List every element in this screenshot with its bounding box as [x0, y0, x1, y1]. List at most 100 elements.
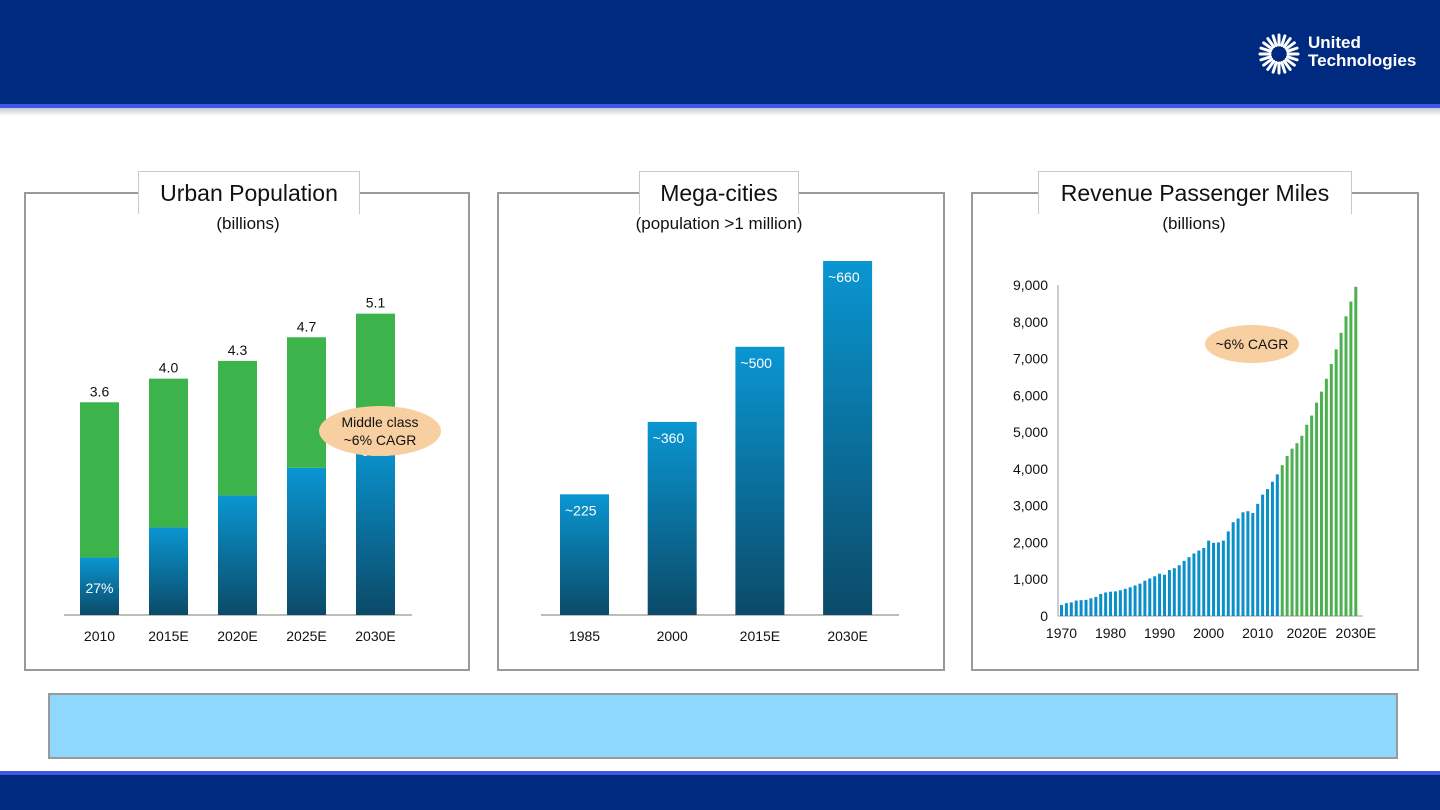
y-tick-label: 1,000 — [1013, 571, 1048, 587]
footer-accent-rule — [0, 771, 1440, 775]
bar-middle-class-segment — [80, 557, 119, 615]
logo-ray — [1286, 55, 1299, 62]
logo-ray — [1266, 37, 1276, 49]
x-tick-label: 2020E — [217, 628, 257, 644]
y-tick-label: 5,000 — [1013, 424, 1048, 440]
x-tick-label: 1980 — [1095, 625, 1126, 641]
bar — [1104, 592, 1108, 616]
logo-ray — [1284, 57, 1296, 67]
bar — [1167, 570, 1171, 616]
revenue-passenger-miles-chart: 0 1,000 2,000 3,000 4,000 5,000 6,000 7,000 8,00… — [1013, 277, 1376, 641]
bar — [1064, 603, 1068, 616]
x-tick-label: 2015E — [740, 628, 780, 644]
logo-ray — [1282, 37, 1292, 49]
bar — [1339, 332, 1343, 616]
logo-ray — [1259, 55, 1272, 62]
y-tick-label: 2,000 — [1013, 534, 1048, 550]
bar-middle-class-segment — [356, 440, 395, 615]
x-tick-label: 1970 — [1046, 625, 1077, 641]
bar — [1246, 511, 1250, 616]
x-tick-label: 1985 — [569, 628, 600, 644]
callout-line1: Middle class — [341, 414, 418, 430]
bar-total-label: 5.1 — [366, 295, 386, 311]
bar-middle-class-segment — [149, 527, 188, 615]
header-accent-rule — [0, 104, 1440, 108]
bar — [1310, 415, 1314, 616]
revenue-passenger-miles-subtitle: (billions) — [1162, 214, 1226, 233]
bar — [1226, 531, 1230, 616]
x-tick-label: 2030E — [355, 628, 395, 644]
bar — [1172, 568, 1176, 616]
bar — [1275, 474, 1279, 616]
bar — [1089, 598, 1093, 616]
bar-total-label: 4.3 — [228, 342, 248, 358]
bar — [1324, 378, 1328, 616]
bar — [1099, 593, 1103, 616]
bar — [1261, 494, 1265, 616]
bar — [1280, 465, 1284, 616]
bar — [735, 346, 785, 615]
bar-total-label: 4.7 — [297, 318, 317, 334]
y-tick-label: 7,000 — [1013, 351, 1048, 367]
x-tick-label: 2030E — [1336, 625, 1376, 641]
bar — [1295, 443, 1299, 616]
bar — [1109, 591, 1113, 616]
bar — [1192, 553, 1196, 616]
logo-line1: United — [1308, 33, 1361, 52]
bar — [1354, 286, 1358, 616]
bar — [1290, 448, 1294, 616]
bar — [823, 261, 873, 615]
bar — [1094, 596, 1098, 616]
logo-ray — [1286, 46, 1299, 53]
x-tick-label: 2015E — [148, 628, 188, 644]
y-tick-label: 3,000 — [1013, 498, 1048, 514]
bar — [1163, 574, 1167, 616]
bar-value-label: ~360 — [653, 430, 685, 446]
logo-ray — [1282, 59, 1292, 71]
bar — [1212, 542, 1216, 616]
y-tick-label: 0 — [1040, 608, 1048, 624]
callout-line2: ~6% CAGR — [344, 432, 417, 448]
bar — [1315, 402, 1319, 616]
urban-population-chart: 3.6 2010 27% 4.0 2015E 4.3 2020E 4.7 2025E 5.1 203… — [64, 295, 441, 644]
bar — [1251, 513, 1255, 616]
bar-middle-class-segment — [287, 467, 326, 615]
starburst-logo-icon — [1258, 33, 1300, 75]
bar — [1158, 573, 1162, 616]
y-tick-label: 6,000 — [1013, 387, 1048, 403]
bar — [1305, 424, 1309, 616]
logo-ray — [1271, 34, 1278, 47]
bar-other-segment — [218, 360, 257, 496]
bar-middle-class-segment — [218, 495, 257, 615]
bar — [1319, 391, 1323, 616]
bar — [1182, 560, 1186, 616]
bar — [1216, 542, 1220, 616]
mega-cities-title: Mega-cities — [639, 171, 799, 214]
mega-cities-subtitle: (population >1 million) — [635, 214, 803, 233]
bar — [1143, 580, 1147, 616]
logo-ray — [1262, 57, 1274, 67]
y-tick-label: 9,000 — [1013, 277, 1048, 293]
x-tick-label: 2010 — [84, 628, 115, 644]
bar — [1197, 550, 1201, 616]
bar — [1133, 585, 1137, 616]
bar — [1177, 565, 1181, 616]
bar — [1344, 316, 1348, 616]
x-tick-label: 2020E — [1287, 625, 1327, 641]
x-tick-label: 2000 — [1193, 625, 1224, 641]
bar — [647, 421, 697, 615]
x-tick-label: 1990 — [1144, 625, 1175, 641]
bar-value-label: ~500 — [740, 355, 772, 371]
bar — [1118, 590, 1122, 616]
mega-cities-chart: ~225 1985 ~360 2000 ~500 2015E ~660 2030E — [541, 261, 899, 644]
logo-ray — [1280, 34, 1287, 47]
bar — [1285, 456, 1289, 616]
callout-label: ~6% CAGR — [1216, 336, 1289, 352]
cagr-callout — [319, 406, 441, 456]
bar — [1221, 540, 1225, 616]
urban-population-title: Urban Population — [138, 171, 360, 214]
bar — [1153, 576, 1157, 616]
bar — [1300, 435, 1304, 616]
bar-value-label: ~660 — [828, 269, 860, 285]
bar — [1069, 602, 1073, 616]
